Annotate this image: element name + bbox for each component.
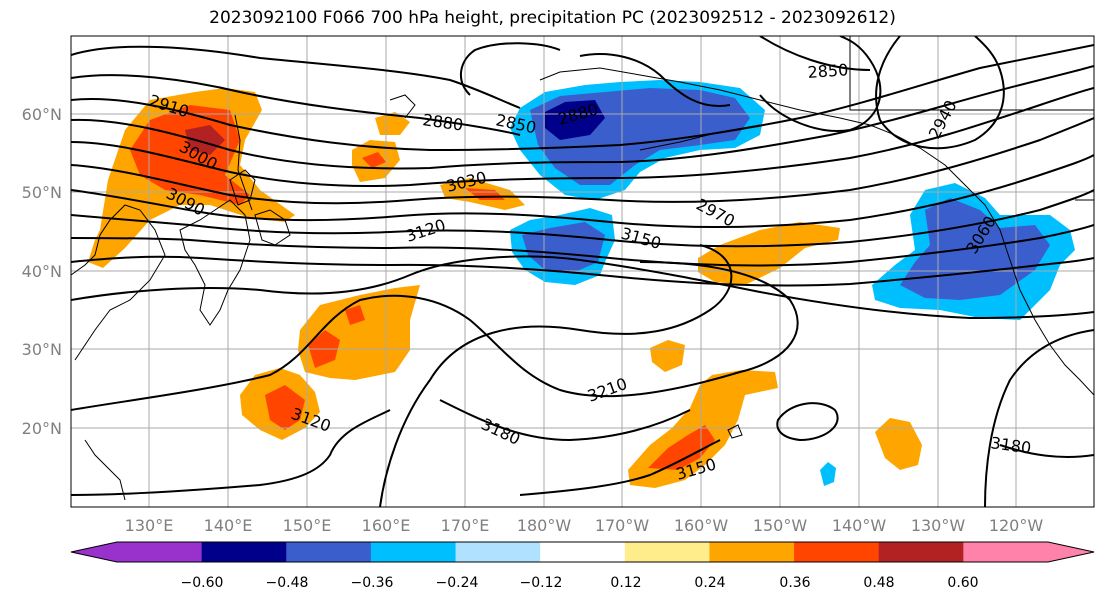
lon-label: 140°E	[204, 516, 253, 535]
lon-label: 170°E	[441, 516, 490, 535]
graticule	[71, 36, 1094, 507]
colorbar-extend-right	[1048, 542, 1094, 562]
lon-label: 180°W	[517, 516, 572, 535]
lon-label: 130°W	[911, 516, 966, 535]
colorbar-segment	[201, 542, 287, 562]
lon-label: 160°E	[362, 516, 411, 535]
colorbar-tick-label: −0.24	[436, 575, 479, 591]
colorbar-segment	[117, 542, 203, 562]
longitude-labels: 130°E 140°E 150°E 160°E 170°E 180°W 170°…	[125, 516, 1044, 535]
colorbar-tick-label: −0.36	[351, 575, 394, 591]
contour-label: 3180	[989, 433, 1032, 457]
colorbar-segment	[878, 542, 964, 562]
colorbar-outline	[70, 541, 1095, 563]
latitude-labels: 60°N 50°N 40°N 30°N 20°N	[22, 105, 62, 438]
colorbar-segment	[963, 542, 1049, 562]
colorbar-tick-label: 0.60	[947, 575, 978, 591]
precip-positive-shading	[88, 88, 922, 488]
contour-label: 3150	[619, 224, 663, 253]
colorbar-segment	[624, 542, 710, 562]
colorbar-tick-label: 0.12	[610, 575, 641, 591]
lat-label: 40°N	[22, 262, 62, 281]
colorbar-tick-label: 0.48	[863, 575, 894, 591]
map-frame	[70, 35, 1095, 508]
colorbar-extend-left	[71, 542, 117, 562]
contour-label: 3210	[585, 374, 630, 406]
colorbar-tick-label: −0.12	[520, 575, 563, 591]
colorbar-segment	[709, 542, 795, 562]
lon-label: 140°W	[832, 516, 887, 535]
lon-label: 150°W	[753, 516, 808, 535]
lon-label: 150°E	[283, 516, 332, 535]
colorbar-tick-label: 0.36	[779, 575, 810, 591]
colorbar-segment	[794, 542, 880, 562]
colorbar-tick-label: 0.24	[694, 575, 725, 591]
contour-label: 2850	[807, 60, 849, 82]
map-area: 2850 2850 2880 2880 2910 2940 2970 3000 …	[71, 36, 1094, 507]
contour-label: 2940	[925, 97, 961, 142]
lat-label: 60°N	[22, 105, 62, 124]
lat-label: 20°N	[22, 419, 62, 438]
colorbar-segment	[286, 542, 372, 562]
lon-label: 170°W	[595, 516, 650, 535]
colorbar-segment	[370, 542, 457, 562]
colorbar	[70, 541, 1095, 563]
lat-label: 30°N	[22, 340, 62, 359]
contour-label: 3120	[403, 215, 448, 246]
lon-label: 120°W	[989, 516, 1044, 535]
colorbar-segment	[455, 542, 541, 562]
lon-label: 160°W	[674, 516, 729, 535]
lat-label: 50°N	[22, 183, 62, 202]
colorbar-tick-label: −0.48	[266, 575, 309, 591]
colorbar-tick-labels: −0.60 −0.48 −0.36 −0.24 −0.12 0.12 0.24 …	[181, 575, 979, 591]
coastlines	[71, 36, 1094, 501]
map-title: 2023092100 F066 700 hPa height, precipit…	[209, 8, 896, 28]
lon-label: 130°E	[125, 516, 174, 535]
contour-label: 3180	[478, 414, 523, 448]
colorbar-segment	[540, 542, 626, 562]
colorbar-tick-label: −0.60	[181, 575, 224, 591]
height-contours	[71, 36, 1094, 507]
